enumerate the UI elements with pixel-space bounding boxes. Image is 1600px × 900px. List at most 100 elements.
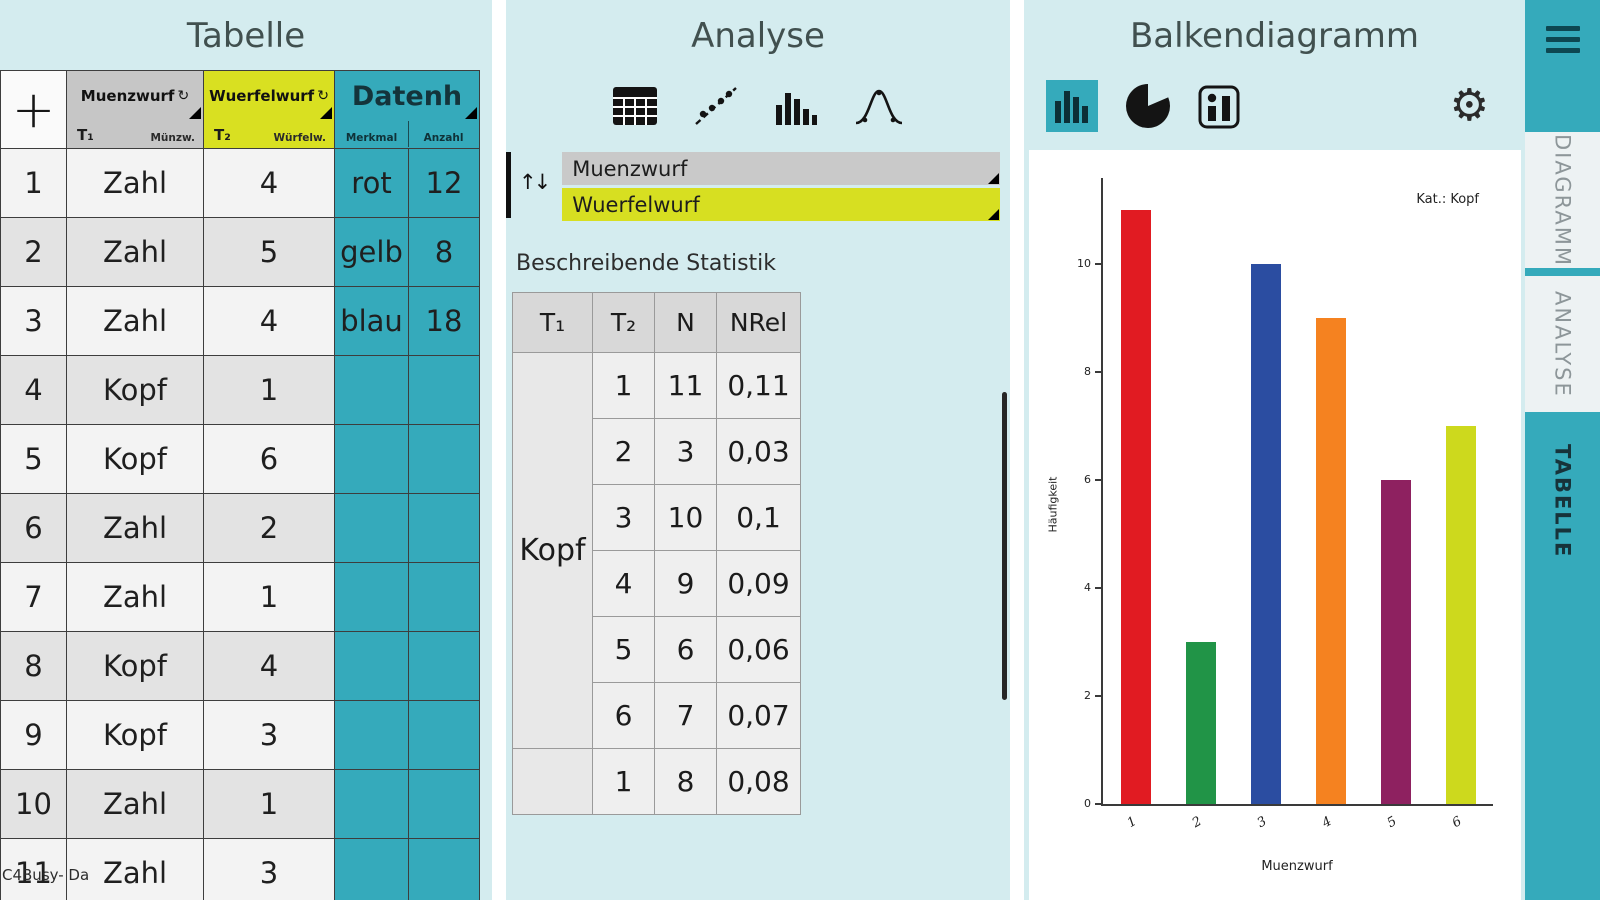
row-number-cell[interactable]: 7 — [0, 562, 67, 632]
row-number-cell[interactable]: 9 — [0, 700, 67, 770]
bar-category-4 — [1315, 318, 1346, 804]
table-row: 6 Zahl 2 — [0, 493, 480, 563]
wuerfelwurf-cell[interactable]: 4 — [203, 286, 335, 356]
merkmal-cell[interactable]: rot — [334, 148, 409, 218]
wuerfelwurf-cell[interactable]: 3 — [203, 838, 335, 900]
bar-category-6 — [1445, 426, 1476, 804]
selector-divider — [506, 152, 511, 218]
stats-cell: 9 — [654, 550, 717, 617]
wuerfelwurf-cell[interactable]: 5 — [203, 217, 335, 287]
header-menu-triangle-icon[interactable] — [320, 107, 332, 119]
wuerfelwurf-cell[interactable]: 1 — [203, 562, 335, 632]
wuerfelwurf-cell[interactable]: 4 — [203, 148, 335, 218]
muenzwurf-cell[interactable]: Kopf — [66, 700, 204, 770]
stats-cell: 0,09 — [716, 550, 801, 617]
muenzwurf-cell[interactable]: Zahl — [66, 562, 204, 632]
anzahl-cell[interactable] — [408, 424, 480, 494]
tab-analyse[interactable]: ANALYSE — [1525, 276, 1600, 412]
row-number-cell[interactable]: 1 — [0, 148, 67, 218]
muenzwurf-cell[interactable]: Zahl — [66, 493, 204, 563]
anzahl-cell[interactable] — [408, 493, 480, 563]
merkmal-cell[interactable]: gelb — [334, 217, 409, 287]
bar-chart-type-icon[interactable] — [1046, 80, 1098, 132]
wuerfelwurf-cell[interactable]: 6 — [203, 424, 335, 494]
anzahl-cell[interactable] — [408, 700, 480, 770]
merkmal-cell[interactable] — [334, 493, 409, 563]
merkmal-cell[interactable]: blau — [334, 286, 409, 356]
muenzwurf-cell[interactable]: Zahl — [66, 286, 204, 356]
stats-cell: 11 — [654, 352, 717, 419]
y-tick-mark — [1095, 263, 1103, 266]
wuerfelwurf-cell[interactable]: 1 — [203, 355, 335, 425]
stats-group-label: Kopf — [512, 352, 593, 749]
row-number-cell[interactable]: 2 — [0, 217, 67, 287]
anzahl-cell[interactable] — [408, 631, 480, 701]
wuerfelwurf-cell[interactable]: 3 — [203, 700, 335, 770]
settings-icon[interactable]: ⚙ — [1449, 80, 1489, 131]
anzahl-cell[interactable]: 8 — [408, 217, 480, 287]
merkmal-cell[interactable] — [334, 562, 409, 632]
stats-row: 5 6 0,06 — [513, 616, 801, 683]
merkmal-cell[interactable] — [334, 355, 409, 425]
muenzwurf-cell[interactable]: Kopf — [66, 631, 204, 701]
add-column-button[interactable]: + — [0, 70, 67, 149]
muenzwurf-cell[interactable]: Zahl — [66, 217, 204, 287]
sort-icon[interactable]: ↑↓ — [519, 170, 551, 194]
merkmal-cell[interactable] — [334, 424, 409, 494]
anzahl-cell[interactable] — [408, 838, 480, 900]
merkmal-cell[interactable] — [334, 838, 409, 900]
row-number-cell[interactable]: 8 — [0, 631, 67, 701]
diagram-panel: Balkendiagramm ⚙ Kat.: Kopf Häufigkeit 0… — [1024, 0, 1525, 900]
muenzwurf-cell[interactable]: Zahl — [66, 148, 204, 218]
first-attribute-select[interactable]: Muenzwurf — [562, 152, 1000, 185]
table-row: 8 Kopf 4 — [0, 631, 480, 701]
column-header-wuerfelwurf[interactable]: Wuerfelwurf ↻ T₂ Würfelw. — [203, 70, 335, 149]
muenzwurf-cell[interactable]: Kopf — [66, 424, 204, 494]
merkmal-cell[interactable] — [334, 700, 409, 770]
side-rail: DIAGRAMM ANALYSE TABELLE — [1525, 0, 1600, 900]
column-label: Wuerfelwurf — [209, 87, 315, 105]
row-number-cell[interactable]: 3 — [0, 286, 67, 356]
header-menu-triangle-icon[interactable] — [465, 107, 477, 119]
anzahl-cell[interactable]: 18 — [408, 286, 480, 356]
tab-tabelle[interactable]: TABELLE — [1525, 420, 1600, 582]
stats-cell: 3 — [654, 418, 717, 485]
muenzwurf-cell[interactable]: Kopf — [66, 355, 204, 425]
muenzwurf-cell[interactable]: Zahl — [66, 769, 204, 839]
pie-chart-type-icon[interactable] — [1124, 82, 1172, 130]
anzahl-cell[interactable] — [408, 355, 480, 425]
scatter-plot-icon[interactable] — [694, 85, 738, 127]
stats-body: Kopf 1 11 0,11 2 3 0,03 3 10 0,1 4 9 0,09 5 6 0,06 6 7 0,0… — [512, 352, 801, 815]
wuerfelwurf-cell[interactable]: 2 — [203, 493, 335, 563]
muenzwurf-cell[interactable]: Zahl — [66, 838, 204, 900]
table-panel: Tabelle + Muenzwurf ↻ T₁ Münzw. Wuerfelwur… — [0, 0, 492, 900]
anzahl-cell[interactable] — [408, 769, 480, 839]
hamburger-menu-icon[interactable] — [1545, 20, 1580, 59]
row-number-cell[interactable]: 6 — [0, 493, 67, 563]
tab-diagramm[interactable]: DIAGRAMM — [1525, 132, 1600, 268]
column-header-datenh[interactable]: Datenh Merkmal Anzahl — [334, 70, 480, 149]
bar-chart-view-icon[interactable] — [774, 85, 818, 127]
table-view-icon[interactable] — [612, 86, 658, 126]
attribute-symbol: T₁ — [77, 126, 94, 144]
histogram-type-icon[interactable] — [1198, 82, 1240, 130]
wuerfelwurf-cell[interactable]: 1 — [203, 769, 335, 839]
scrollbar[interactable] — [1002, 392, 1007, 700]
column-label: Datenh — [351, 80, 463, 112]
second-attribute-select[interactable]: Wuerfelwurf — [562, 188, 1000, 221]
anzahl-cell[interactable] — [408, 562, 480, 632]
row-number-cell[interactable]: 10 — [0, 769, 67, 839]
merkmal-cell[interactable] — [334, 769, 409, 839]
column-header-muenzwurf[interactable]: Muenzwurf ↻ T₁ Münzw. — [66, 70, 204, 149]
stats-cell: 0,06 — [716, 616, 801, 683]
anzahl-cell[interactable]: 12 — [408, 148, 480, 218]
stats-table: T₁ T₂ N NRel Kopf 1 11 0,11 2 3 0,03 3 10 0,1 4 9 0,09 5… — [512, 292, 801, 815]
stats-cell: 0,08 — [716, 748, 801, 815]
row-number-cell[interactable]: 11 — [0, 838, 67, 900]
header-menu-triangle-icon[interactable] — [189, 107, 201, 119]
row-number-cell[interactable]: 5 — [0, 424, 67, 494]
wuerfelwurf-cell[interactable]: 4 — [203, 631, 335, 701]
row-number-cell[interactable]: 4 — [0, 355, 67, 425]
merkmal-cell[interactable] — [334, 631, 409, 701]
distribution-curve-icon[interactable] — [854, 85, 904, 127]
